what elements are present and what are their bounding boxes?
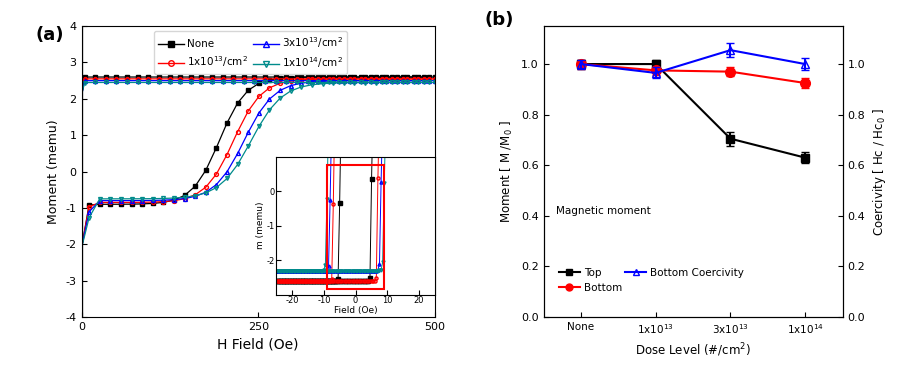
Text: Magnetic moment: Magnetic moment <box>555 207 651 216</box>
X-axis label: Dose Level (#/cm$^2$): Dose Level (#/cm$^2$) <box>635 341 751 359</box>
Bar <box>327 165 384 289</box>
Text: (a): (a) <box>35 26 64 44</box>
Y-axis label: Coercivity [ Hc / Hc$_0$ ]: Coercivity [ Hc / Hc$_0$ ] <box>871 107 888 236</box>
Y-axis label: Moment (memu): Moment (memu) <box>47 119 60 224</box>
Text: (b): (b) <box>485 11 514 29</box>
Y-axis label: Moment [ M /M$_0$ ]: Moment [ M /M$_0$ ] <box>499 120 516 223</box>
Legend: Top, Bottom, Bottom Coercivity: Top, Bottom, Bottom Coercivity <box>554 264 748 297</box>
X-axis label: Field (Oe): Field (Oe) <box>333 307 378 316</box>
Legend: None, 1x10$^{13}$/cm$^2$, 3x10$^{13}$/cm$^2$, 1x10$^{14}$/cm$^2$: None, 1x10$^{13}$/cm$^2$, 3x10$^{13}$/cm… <box>154 31 347 75</box>
Y-axis label: m (memu): m (memu) <box>256 202 265 250</box>
X-axis label: H Field (Oe): H Field (Oe) <box>217 338 299 351</box>
